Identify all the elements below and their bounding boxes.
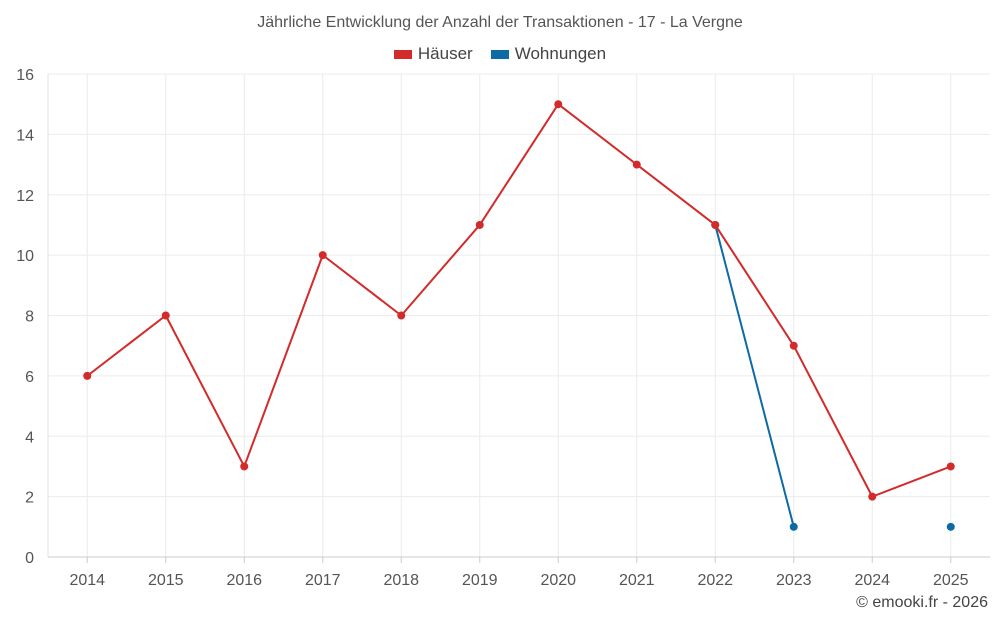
x-tick-label-2023: 2023	[776, 572, 812, 589]
x-tick-label-2014: 2014	[69, 572, 105, 589]
y-tick-label-12: 12	[16, 188, 34, 205]
y-tick-label-6: 6	[25, 369, 34, 386]
series-line-wohnungen-0	[714, 224, 795, 528]
legend-label-wohnungen: Wohnungen	[514, 44, 607, 63]
legend-swatch-haeuser	[393, 49, 412, 59]
data-point-haeuser-2015	[161, 311, 170, 320]
data-point-haeuser-2021	[632, 160, 641, 169]
legend: Häuser Wohnungen	[0, 44, 1000, 64]
y-tick-label-2: 2	[25, 490, 34, 507]
x-tick-label-2021: 2021	[619, 572, 655, 589]
x-tick-label-2019: 2019	[462, 572, 498, 589]
y-tick-label-14: 14	[16, 127, 34, 144]
data-point-wohnungen-2023	[789, 522, 798, 531]
x-tick-label-2015: 2015	[148, 572, 184, 589]
x-tick-label-2018: 2018	[383, 572, 419, 589]
data-point-haeuser-2016	[240, 462, 249, 471]
data-point-haeuser-2024	[868, 492, 877, 501]
legend-item-haeuser[interactable]: Häuser	[393, 44, 473, 64]
x-tick-label-2022: 2022	[697, 572, 733, 589]
data-point-haeuser-2017	[318, 251, 327, 260]
x-tick-label-2025: 2025	[933, 572, 969, 589]
series-line-haeuser-0	[86, 103, 952, 498]
grid	[48, 73, 990, 557]
data-point-haeuser-2022	[711, 220, 720, 229]
data-point-haeuser-2019	[475, 220, 484, 229]
x-tick-label-2024: 2024	[854, 572, 890, 589]
legend-item-wohnungen[interactable]: Wohnungen	[490, 44, 607, 64]
y-tick-label-8: 8	[25, 309, 34, 326]
x-tick-label-2020: 2020	[540, 572, 576, 589]
legend-swatch-wohnungen	[490, 49, 509, 59]
y-tick-label-10: 10	[16, 248, 34, 265]
data-point-haeuser-2018	[397, 311, 406, 320]
y-tick-label-16: 16	[16, 67, 34, 84]
chart-title: Jährliche Entwicklung der Anzahl der Tra…	[257, 14, 743, 31]
data-point-haeuser-2014	[83, 371, 92, 380]
x-tick-label-2017: 2017	[305, 572, 341, 589]
data-point-wohnungen-2025	[946, 522, 955, 531]
data-point-haeuser-2025	[946, 462, 955, 471]
y-tick-label-0: 0	[25, 550, 34, 567]
data-point-haeuser-2020	[554, 100, 563, 109]
y-tick-label-4: 4	[25, 429, 34, 446]
x-tick-label-2016: 2016	[226, 572, 262, 589]
data-point-haeuser-2023	[789, 341, 798, 350]
series-group	[83, 100, 955, 531]
credit: © emooki.fr - 2026	[856, 594, 988, 611]
axes: 0 2 4 6 8 10 12 14 16 2014 2015 2016 2017 2018 2019 202…	[16, 67, 990, 589]
legend-label-haeuser: Häuser	[417, 44, 473, 63]
